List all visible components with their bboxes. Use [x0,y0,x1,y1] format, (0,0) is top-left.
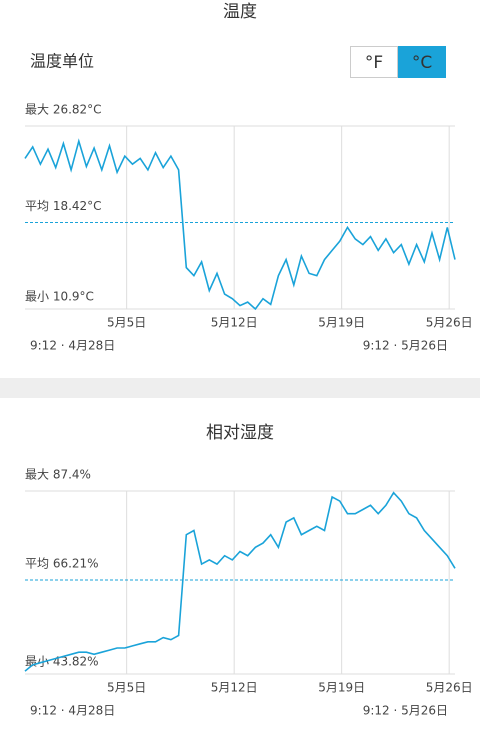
start-date: 9:12 · 4月28日 [30,704,115,718]
x-tick-label: 5月12日 [211,316,258,330]
end-date: 9:12 · 5月26日 [363,339,448,353]
average-label: 平均 66.21% [25,556,99,570]
chart-title: 相对湿度 [206,423,274,443]
unit-option[interactable] [398,46,446,78]
unit-option[interactable] [350,46,398,78]
x-tick-label: 5月5日 [107,316,146,330]
max-label: 最大 87.4% [25,468,91,482]
x-tick-label: 5月12日 [211,681,258,695]
unit-option-label[interactable]: °C [412,53,432,73]
x-tick-label: 5月19日 [318,681,365,695]
x-tick-label: 5月19日 [318,316,365,330]
data-line [24,491,456,672]
header-title: 温度 [223,2,257,22]
max-label: 最大 26.82°C [25,103,102,117]
min-label: 最小 10.9°C [25,290,94,304]
separator [0,378,480,398]
average-label: 平均 18.42°C [25,199,102,213]
unit-option-label[interactable]: °F [365,53,383,73]
x-tick-label: 5月26日 [426,681,473,695]
min-label: 最小 43.82% [25,655,99,669]
charts: 5月5日 5月12日 5月19日 5月26日 平均 18.42°C 最大 26.82°C 最… [24,103,473,718]
x-tick-label: 5月26日 [426,316,473,330]
data-line [24,138,456,311]
settings-label: 温度单位 [30,52,94,71]
end-date: 9:12 · 5月26日 [363,704,448,718]
x-tick-label: 5月5日 [107,681,146,695]
start-date: 9:12 · 4月28日 [30,339,115,353]
unit-toggle: °F °C [350,46,446,78]
